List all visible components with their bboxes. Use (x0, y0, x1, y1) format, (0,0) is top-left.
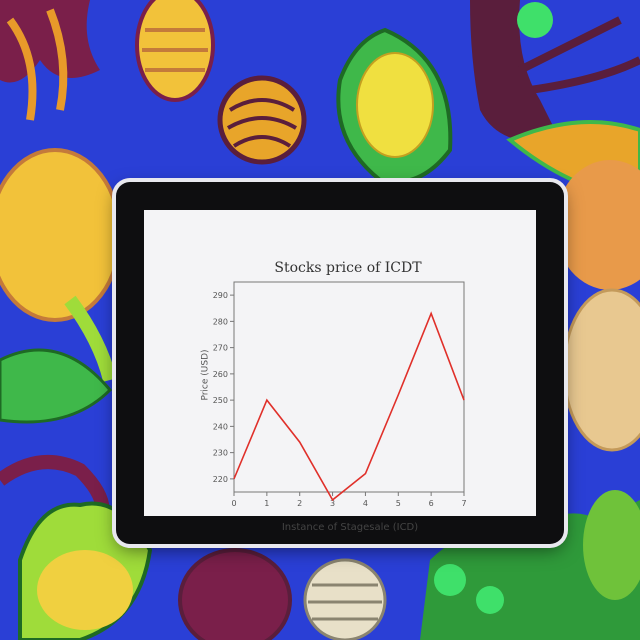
bulb-stripes (308, 583, 382, 621)
chart-title: Stocks price of ICDT (274, 260, 422, 276)
series-line (233, 311, 465, 502)
green-fruit-right (583, 490, 640, 600)
yellow-fruit-bottom-left (37, 550, 133, 630)
pod-stripes (142, 28, 208, 72)
tree-branches (518, 16, 640, 94)
y-tick-label: 240 (213, 422, 228, 431)
seaweed-top-left (6, 8, 68, 121)
y-tick-label: 290 (213, 291, 228, 300)
purple-plant-bottom (178, 548, 292, 640)
yellow-seeds (356, 52, 434, 158)
yellow-honeycomb-left (0, 148, 122, 322)
y-tick-label: 220 (213, 475, 228, 484)
x-tick-label: 5 (396, 499, 401, 508)
y-tick-label: 280 (213, 317, 228, 326)
brain-folds (226, 98, 298, 148)
x-tick-label: 7 (461, 499, 466, 508)
white-bulb-bottom (303, 558, 387, 640)
x-tick-label: 2 (297, 499, 302, 508)
line-chart: 220 230 240 250 260 270 280 290 0 1 2 3 4 5 6 7 (213, 281, 467, 508)
plot-frame (233, 281, 465, 493)
x-tick-label: 6 (429, 499, 434, 508)
green-stem-left (64, 295, 117, 382)
green-pea-2 (476, 586, 504, 614)
tablet-screen: 220 230 240 250 260 270 280 290 0 1 2 3 4 5 6 7 Stocks … (144, 210, 536, 533)
y-tick-label: 260 (213, 370, 228, 379)
green-leaves-left (0, 348, 113, 424)
tan-sponge-right (562, 288, 640, 452)
x-tick-label: 1 (264, 499, 269, 508)
y-axis-label: Price (USD) (200, 349, 211, 401)
x-tick-label: 0 (231, 499, 236, 508)
tablet-device: 220 230 240 250 260 270 280 290 0 1 2 3 4 5 6 7 Stocks … (116, 182, 564, 544)
x-tick-label: 4 (363, 499, 368, 508)
x-tick-label: 3 (330, 499, 335, 508)
coral-top-left (0, 0, 100, 83)
y-tick-label: 230 (213, 449, 228, 458)
x-axis-label: Instance of Stagesale (ICD) (281, 522, 419, 533)
green-pea-1 (434, 564, 466, 596)
green-bud (517, 2, 553, 38)
orange-fruit-right (555, 160, 640, 290)
y-tick-label: 250 (213, 396, 228, 405)
y-tick-label: 270 (213, 344, 228, 353)
purple-tree-top-right (470, 0, 560, 142)
